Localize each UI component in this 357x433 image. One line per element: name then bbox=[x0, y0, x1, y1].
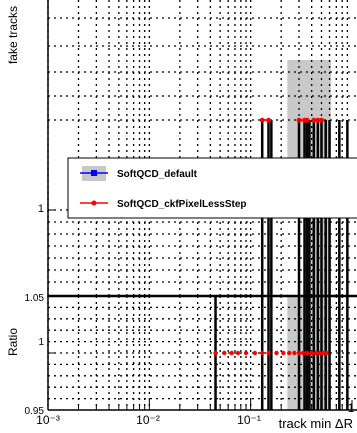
ratio-point-15 bbox=[309, 350, 314, 356]
legend-marker-square bbox=[91, 170, 97, 176]
legend-box bbox=[67, 157, 357, 219]
top-data-points bbox=[259, 117, 324, 123]
ytick-label-ratio-1: 1 bbox=[38, 337, 44, 348]
ratio-point-9 bbox=[281, 350, 286, 356]
ylabel-ratio: Ratio bbox=[6, 328, 20, 356]
top-point-7 bbox=[318, 117, 324, 123]
xtick-label-1: 1 bbox=[348, 401, 355, 415]
top-point-6 bbox=[315, 117, 321, 123]
top-point-5 bbox=[311, 117, 317, 123]
xtick-label-1e-2: 10⁻² bbox=[136, 413, 160, 427]
ratio-point-1 bbox=[222, 350, 227, 356]
ratio-point-13 bbox=[301, 350, 306, 356]
ratio-point-8 bbox=[274, 350, 279, 356]
top-point-2 bbox=[296, 117, 302, 123]
ratio-point-2 bbox=[229, 350, 234, 356]
top-point-4 bbox=[304, 117, 310, 123]
ratio-point-10 bbox=[286, 350, 292, 356]
ytick-label-main-1: 1 bbox=[38, 203, 44, 215]
ratio-point-11 bbox=[292, 350, 297, 356]
ratio-point-19 bbox=[324, 350, 329, 356]
ratio-point-12 bbox=[296, 350, 302, 356]
legend-label-ckf: SoftQCD_ckfPixelLessStep bbox=[117, 199, 247, 210]
top-point-1 bbox=[266, 117, 272, 123]
ratio-point-6 bbox=[260, 350, 265, 356]
legend-marker-circle bbox=[91, 200, 97, 206]
ratio-point-14 bbox=[304, 350, 310, 356]
ylabel-main: fake tracks bbox=[6, 6, 20, 64]
xtick-label-1e-3: 10⁻³ bbox=[36, 413, 60, 427]
legend: SoftQCD_default SoftQCD_ckfPixelLessStep bbox=[67, 157, 357, 219]
ratio-point-3 bbox=[235, 350, 241, 356]
ratio-point-16 bbox=[313, 350, 319, 356]
ratio-point-5 bbox=[252, 350, 258, 356]
ratio-point-18 bbox=[321, 350, 326, 356]
xtick-label-1e-1: 10⁻¹ bbox=[237, 413, 261, 427]
ratio-data-points bbox=[213, 350, 329, 356]
top-point-0 bbox=[259, 117, 265, 123]
ratio-point-7 bbox=[266, 350, 271, 356]
ytick-label-ratio-0-95: 0.95 bbox=[25, 406, 45, 417]
ratio-point-17 bbox=[317, 350, 322, 356]
ratio-point-0 bbox=[213, 350, 218, 356]
axis-ticks bbox=[47, 209, 353, 411]
legend-label-default: SoftQCD_default bbox=[117, 169, 198, 180]
ytick-label-ratio-1-05: 1.05 bbox=[25, 293, 45, 304]
ratio-point-4 bbox=[243, 350, 249, 356]
xlabel: track min ΔR bbox=[279, 416, 353, 431]
